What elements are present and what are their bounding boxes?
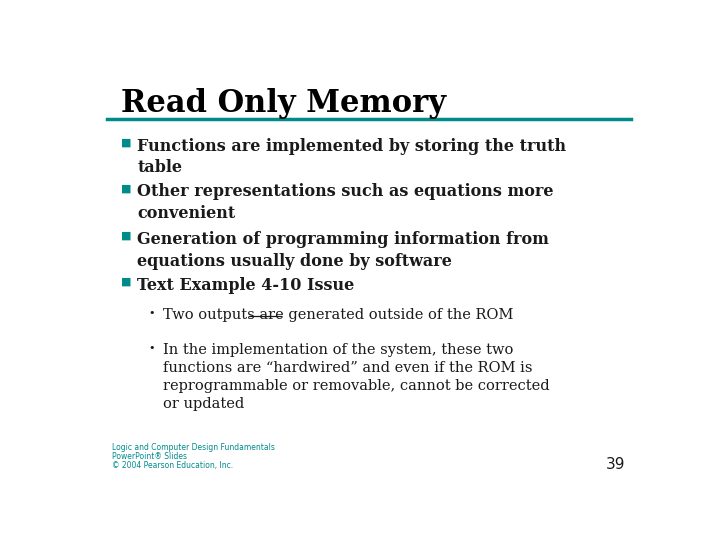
Text: PowerPoint® Slides: PowerPoint® Slides	[112, 452, 187, 461]
Text: Other representations such as equations more
convenient: Other representations such as equations …	[138, 183, 554, 222]
Text: Text Example 4-10 Issue: Text Example 4-10 Issue	[138, 277, 355, 294]
Text: Functions are implemented by storing the truth
table: Functions are implemented by storing the…	[138, 138, 567, 176]
Text: ■: ■	[121, 231, 131, 241]
Text: In the implementation of the system, these two
functions are “hardwired” and eve: In the implementation of the system, the…	[163, 343, 549, 411]
Text: © 2004 Pearson Education, Inc.: © 2004 Pearson Education, Inc.	[112, 461, 233, 470]
Text: 39: 39	[606, 457, 626, 472]
Text: Logic and Computer Design Fundamentals: Logic and Computer Design Fundamentals	[112, 443, 275, 452]
Text: •: •	[148, 308, 155, 318]
Text: Generation of programming information from
equations usually done by software: Generation of programming information fr…	[138, 231, 549, 269]
Text: Read Only Memory: Read Only Memory	[121, 87, 446, 119]
Text: ■: ■	[121, 183, 131, 193]
Text: ■: ■	[121, 277, 131, 287]
Text: Two outputs are generated outside of the ROM: Two outputs are generated outside of the…	[163, 308, 513, 322]
Text: ■: ■	[121, 138, 131, 147]
Text: •: •	[148, 343, 155, 353]
